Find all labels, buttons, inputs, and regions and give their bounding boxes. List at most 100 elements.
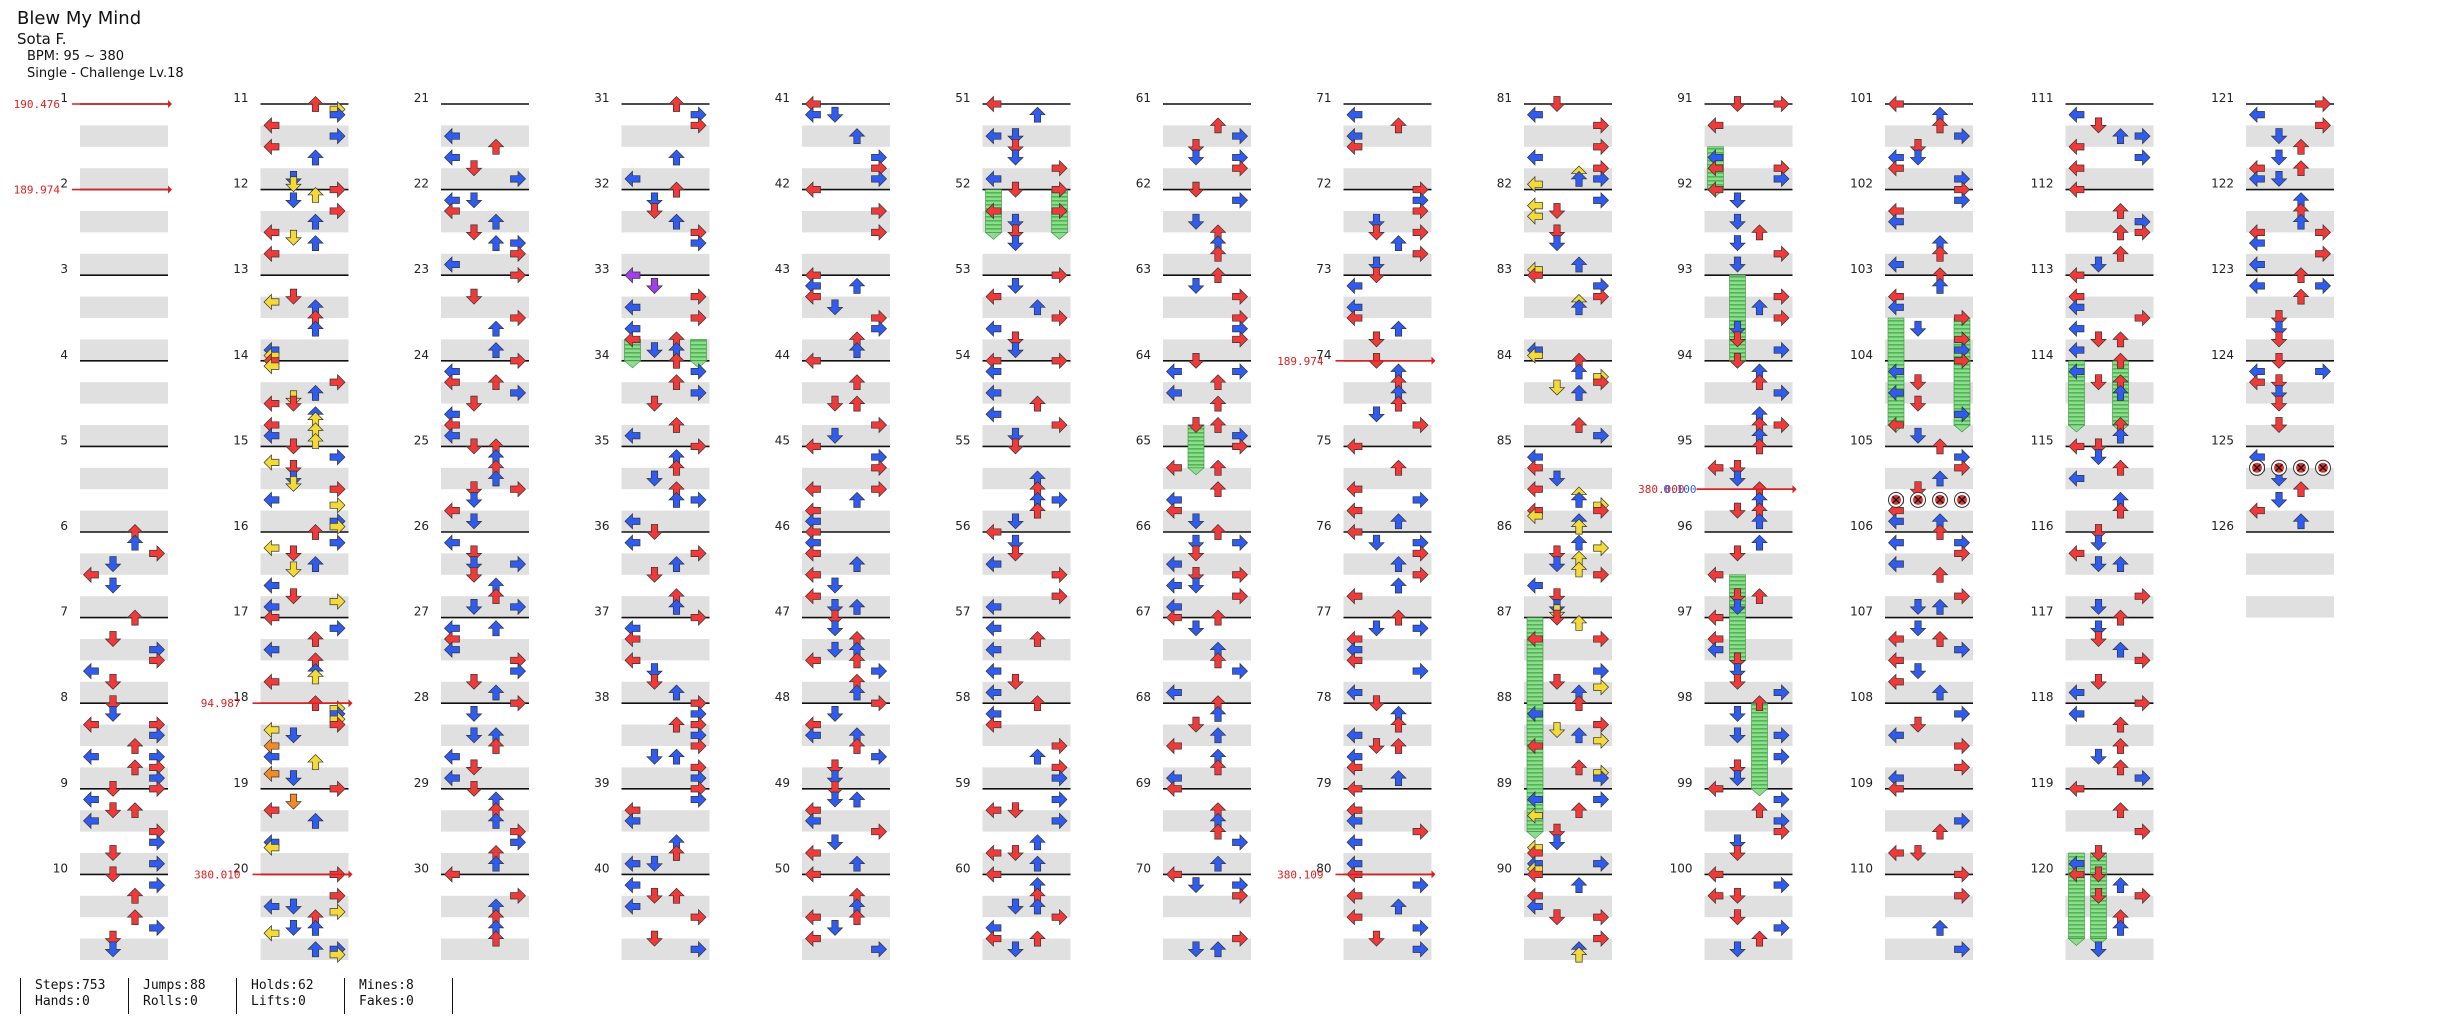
measure-number: 9 xyxy=(60,776,68,790)
beat-stripe xyxy=(260,253,349,276)
measure-number: 92 xyxy=(1677,177,1692,191)
beat-stripe xyxy=(1343,681,1432,704)
beat-stripe xyxy=(1704,211,1793,233)
beat-stripe xyxy=(441,853,529,875)
beat-stripe xyxy=(621,467,710,490)
note-arrow-left xyxy=(1166,577,1182,594)
measure-number: 15 xyxy=(233,433,248,447)
beat-stripe xyxy=(1163,681,1251,704)
measure-number: 124 xyxy=(2211,348,2234,362)
note-arrow-left xyxy=(83,791,99,808)
measure-number: 40 xyxy=(594,861,609,875)
beat-stripe xyxy=(802,425,890,447)
hold-tail xyxy=(2067,424,2086,433)
note-arrow-down xyxy=(1368,620,1385,637)
beat-stripe xyxy=(260,938,349,960)
beat-stripe xyxy=(2065,767,2154,789)
note-arrow-up xyxy=(307,96,324,112)
measure-number: 38 xyxy=(594,690,609,704)
beat-stripe xyxy=(80,596,168,618)
measure-number: 94 xyxy=(1677,348,1692,362)
measure-number: 18 xyxy=(233,690,248,704)
note-arrow-down xyxy=(827,834,843,851)
beat-stripe xyxy=(1163,853,1251,875)
note-arrow-right xyxy=(690,791,707,808)
note-arrow-left xyxy=(1527,577,1543,594)
note-arrow-up xyxy=(307,235,324,252)
beat-stripe xyxy=(1343,467,1432,490)
measure-number: 43 xyxy=(775,262,790,276)
note-arrow-down xyxy=(1910,620,1926,637)
hold-tail xyxy=(1526,831,1544,839)
note-arrow-right xyxy=(510,663,526,680)
bpm-range: BPM: 95 ~ 380 xyxy=(27,49,124,64)
beat-stripe xyxy=(1704,681,1793,704)
note-arrow-right xyxy=(1593,192,1609,209)
note-arrow-left xyxy=(83,748,99,765)
measure-number: 85 xyxy=(1497,433,1512,447)
beat-stripe xyxy=(621,724,710,746)
beat-stripe xyxy=(2065,168,2154,190)
beat-stripe xyxy=(80,895,168,918)
note-arrow-left xyxy=(2249,106,2265,123)
beat-stripe xyxy=(982,596,1071,618)
beat-stripe xyxy=(1524,895,1612,918)
beat-stripe xyxy=(260,767,349,789)
beat-stripe xyxy=(621,639,710,661)
beat-stripe xyxy=(441,211,529,233)
beat-stripe xyxy=(1524,467,1612,490)
note-arrow-down xyxy=(1188,577,1204,594)
note-arrow-up xyxy=(1932,919,1948,936)
note-arrow-up xyxy=(307,320,324,337)
beat-stripe xyxy=(1885,425,1973,447)
stat-mines: Mines:8 xyxy=(359,978,414,993)
beat-stripe xyxy=(802,510,890,532)
note-arrow-right xyxy=(1954,192,1970,209)
beat-stripe xyxy=(441,938,529,960)
note-arrow-up xyxy=(488,320,504,337)
beat-stripe xyxy=(2065,681,2154,704)
beat-stripe xyxy=(1163,382,1251,404)
beat-stripe xyxy=(1885,382,1973,404)
beat-stripe xyxy=(260,853,349,875)
note-arrow-right xyxy=(149,834,165,851)
measure-number: 50 xyxy=(775,861,790,875)
beat-stripe xyxy=(441,810,529,832)
measure-number: 122 xyxy=(2211,177,2234,191)
beat-stripe xyxy=(621,253,710,276)
measure-number: 105 xyxy=(1850,433,1873,447)
beat-stripe xyxy=(982,382,1071,404)
note-arrow-down xyxy=(1188,877,1204,894)
hold-body xyxy=(1751,702,1768,790)
note-arrow-down xyxy=(2090,449,2107,466)
note-arrow-right xyxy=(1593,663,1609,680)
mine-note xyxy=(1888,491,1904,508)
note-arrow-down xyxy=(285,229,302,246)
note-arrow-right xyxy=(1593,791,1609,808)
note-arrow-left xyxy=(1346,834,1363,851)
measure-number: 126 xyxy=(2211,519,2234,533)
beat-stripe xyxy=(1343,853,1432,875)
beat-stripe xyxy=(982,553,1071,575)
note-arrow-right xyxy=(1232,663,1248,680)
beat-stripe xyxy=(1885,553,1973,575)
beat-stripe xyxy=(260,211,349,233)
note-arrow-left xyxy=(263,454,280,471)
beat-stripe xyxy=(80,339,168,361)
beat-stripe xyxy=(1885,596,1973,618)
beat-stripe xyxy=(80,853,168,875)
measure-number: 58 xyxy=(955,690,970,704)
beat-stripe xyxy=(2065,553,2154,575)
beat-stripe xyxy=(802,596,890,618)
note-arrow-up xyxy=(1029,106,1046,123)
note-arrow-left xyxy=(2068,705,2085,722)
measure-number: 90 xyxy=(1497,861,1512,875)
measure-number: 87 xyxy=(1497,605,1512,619)
note-arrow-left xyxy=(985,620,1002,637)
beat-stripe xyxy=(2246,253,2334,276)
note-arrow-right xyxy=(1412,620,1429,637)
beat-stripe xyxy=(982,253,1071,276)
measure-number: 121 xyxy=(2211,91,2234,105)
beat-stripe xyxy=(2065,510,2154,532)
note-arrow-left xyxy=(985,96,1002,112)
